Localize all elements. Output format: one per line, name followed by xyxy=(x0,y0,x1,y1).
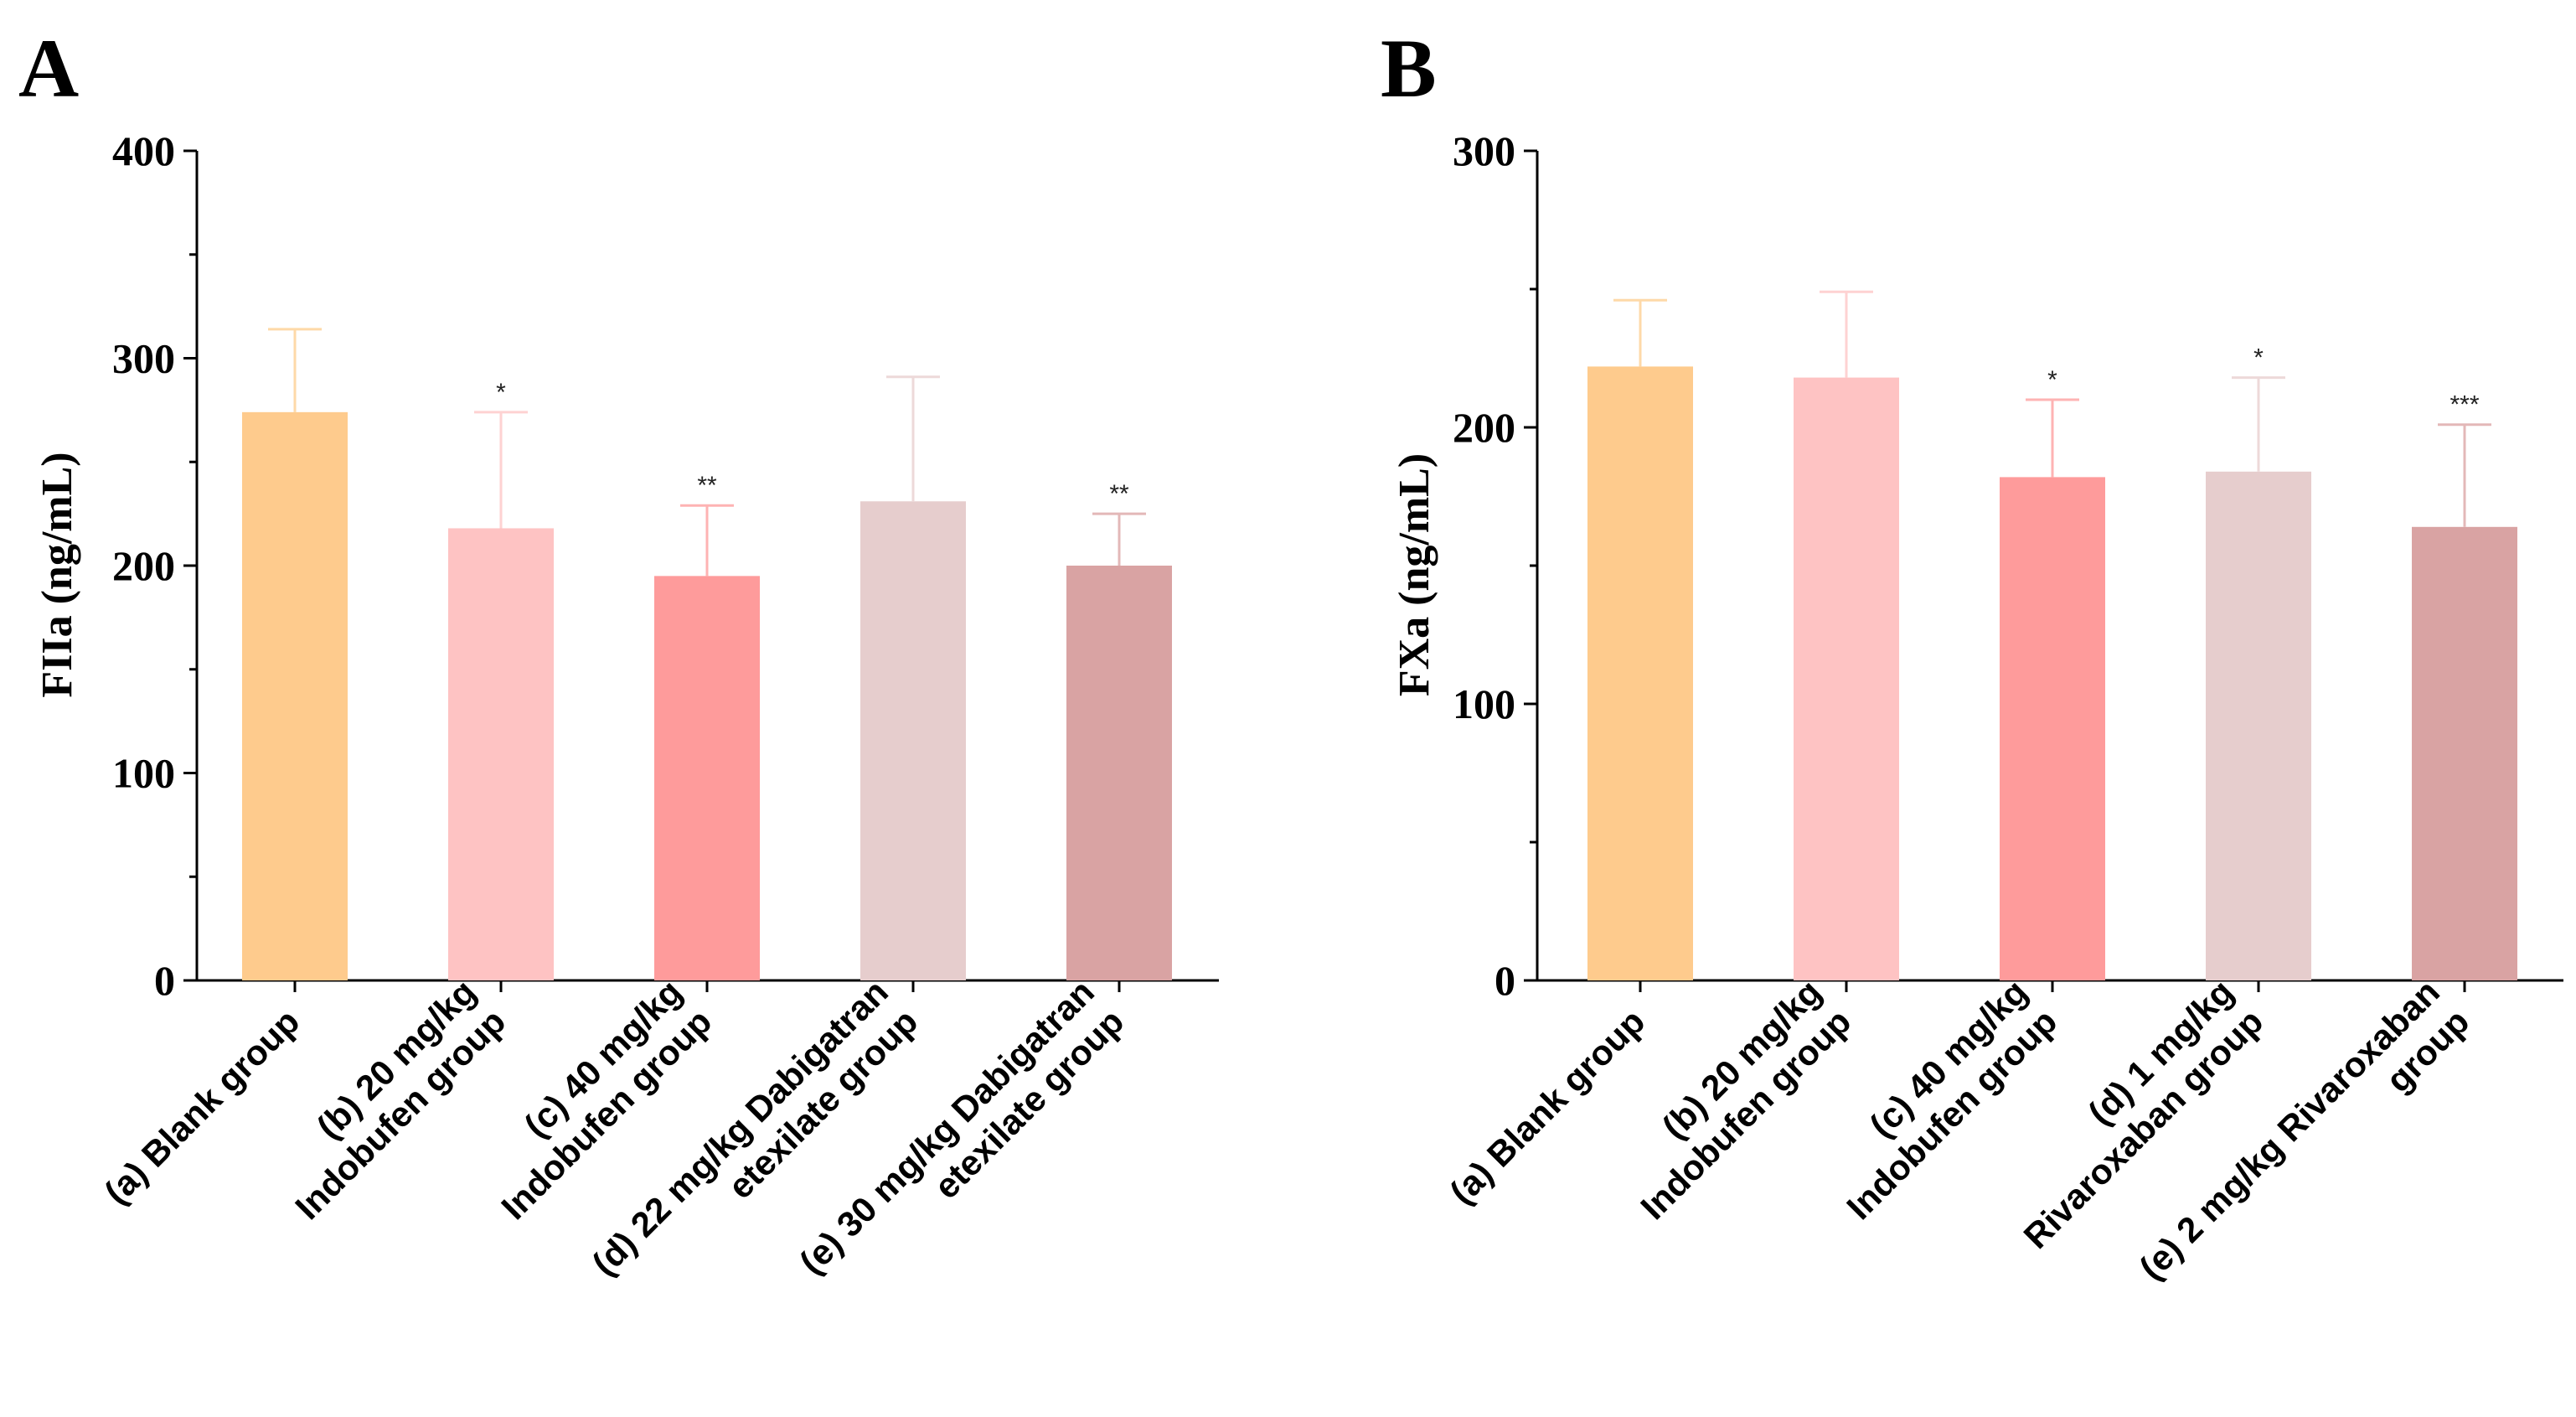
panel-b-category-label: (b) 20 mg/kgIndobufen group xyxy=(1603,972,1858,1227)
panel-a-bar xyxy=(860,501,966,980)
panel-a-bar xyxy=(654,576,760,980)
panel-a-y-tick-label: 400 xyxy=(112,127,175,174)
panel-b-category-label: (a) Blank group xyxy=(1442,1001,1652,1212)
panel-a-bar xyxy=(242,411,348,981)
panel-a-letter: A xyxy=(18,22,79,115)
panel-a-y-tick-label: 0 xyxy=(154,957,175,1004)
panel-b-bar xyxy=(2000,477,2105,980)
panel-b-category-label-line: Rivaroxaban group xyxy=(2016,1001,2270,1256)
panel-a-significance-label: ** xyxy=(1109,480,1129,508)
panel-b-bar xyxy=(1587,366,1693,980)
panel-a-category-label: (a) Blank group xyxy=(96,1001,307,1212)
panel-b-y-axis-title: FXa (ng/mL) xyxy=(1391,453,1438,696)
panel-a-category-label: (b) 20 mg/kgIndobufen group xyxy=(258,972,513,1227)
panel-a-y-tick-label: 200 xyxy=(112,542,175,589)
panel-b-y-tick-label: 200 xyxy=(1453,404,1515,451)
panel-b-letter: B xyxy=(1381,22,1437,115)
panel-b-bar xyxy=(2206,471,2311,980)
panel-a: A FIIa (ng/mL) 0 100 200 300 400 (a) Blank gr… xyxy=(18,22,1219,1283)
panel-b-y-tick-label: 300 xyxy=(1453,127,1515,174)
panel-b-bar xyxy=(1794,377,1899,981)
panel-b-category-label-line: (a) Blank group xyxy=(1442,1001,1652,1212)
panel-b-bar xyxy=(2412,526,2517,980)
panel-a-y-tick-label: 100 xyxy=(112,750,175,797)
panel-b-significance-label: * xyxy=(2253,344,2264,372)
panel-b-y-tick-label: 100 xyxy=(1453,680,1515,727)
panel-a-significance-label: ** xyxy=(697,472,717,499)
panel-b-significance-label: *** xyxy=(2450,391,2479,419)
panel-b-y-tick-label: 0 xyxy=(1494,957,1515,1004)
panel-a-bar xyxy=(448,528,554,980)
panel-a-significance-label: * xyxy=(496,379,506,406)
panel-a-y-axis-title: FIIa (ng/mL) xyxy=(34,452,81,697)
panel-a-category-label-line: (a) Blank group xyxy=(96,1001,307,1212)
panel-b-category-label: (c) 40 mg/kgIndobufen group xyxy=(1809,972,2064,1227)
panel-a-y-tick-label: 300 xyxy=(112,335,175,382)
panel-a-bar xyxy=(1066,566,1172,980)
panel-b-significance-label: * xyxy=(2047,366,2057,394)
